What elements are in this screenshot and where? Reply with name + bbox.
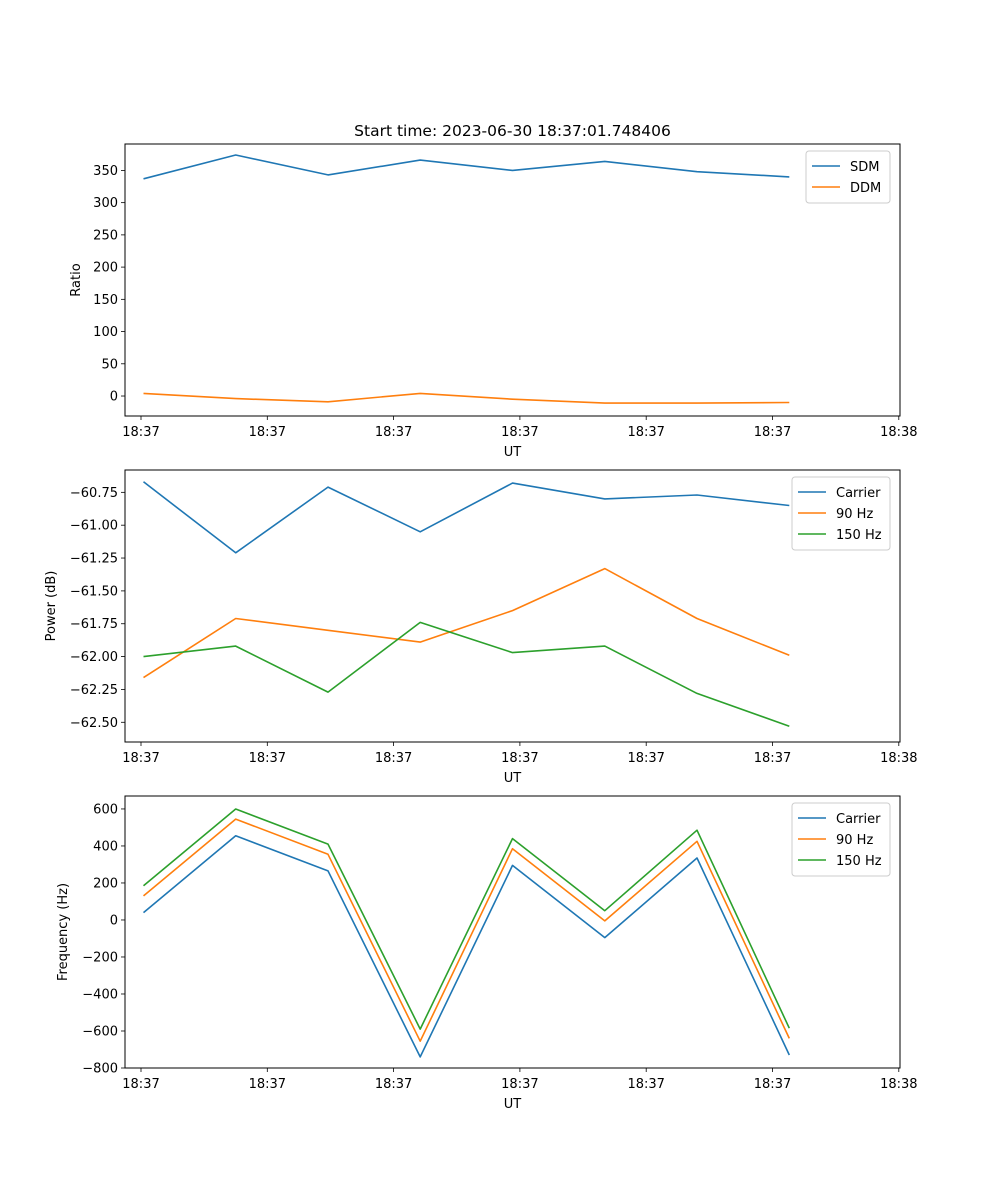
power-y-tick-label: −62.00 (70, 650, 118, 665)
panel-ratio: Start time: 2023-06-30 18:37:01.748406 1… (69, 122, 918, 460)
ratio-y-axis-label: Ratio (69, 263, 84, 296)
frequency-series-line-150-hz (142, 808, 791, 1030)
frequency-x-tick-label: 18:37 (249, 1077, 286, 1092)
frequency-x-tick-label: 18:37 (627, 1077, 664, 1092)
frequency-y-tick-label: −200 (82, 950, 118, 965)
frequency-series-line-90-hz (142, 818, 791, 1042)
power-y-tick-label: −62.25 (70, 683, 118, 698)
ratio-x-tick-label: 18:37 (122, 425, 159, 440)
frequency-x-axis-label: UT (504, 1097, 522, 1112)
power-x-tick-label: 18:37 (122, 751, 159, 766)
ratio-y-tick-label: 50 (101, 357, 118, 372)
ratio-plot-area: 18:37 18:37 18:37 18:37 18:37 18:37 18:38 0 50 10… (93, 150, 918, 440)
ratio-y-tick-label: 0 (110, 390, 118, 405)
power-plot-area: 18:37 18:37 18:37 18:37 18:37 18:37 18:38 −62.5… (70, 476, 918, 766)
power-series-line-150-hz (143, 621, 790, 727)
ratio-y-tick-label: 250 (93, 228, 118, 243)
ratio-y-tick-label: 200 (93, 261, 118, 276)
ratio-x-tick-label: 18:37 (627, 425, 664, 440)
ratio-legend-label: DDM (850, 181, 881, 196)
frequency-y-tick-label: 600 (93, 802, 118, 817)
ratio-axes-frame (124, 143, 901, 417)
power-legend-label: 150 Hz (836, 528, 882, 543)
frequency-y-tick-label: 400 (93, 839, 118, 854)
frequency-y-tick-label: 0 (110, 913, 118, 928)
power-legend-label: Carrier (836, 486, 881, 501)
frequency-legend-label: 150 Hz (836, 854, 882, 869)
frequency-legend (791, 802, 891, 877)
ratio-legend-label: SDM (850, 160, 879, 175)
frequency-y-axis-label: Frequency (Hz) (56, 883, 71, 981)
frequency-axes-frame (124, 795, 901, 1069)
power-x-tick-label: 18:37 (627, 751, 664, 766)
ratio-legend (805, 150, 891, 204)
frequency-legend-label: 90 Hz (836, 833, 873, 848)
power-x-tick-label: 18:37 (375, 751, 412, 766)
ratio-y-tick-label: 100 (93, 325, 118, 340)
power-y-tick-label: −61.00 (70, 519, 118, 534)
ratio-x-tick-label: 18:37 (501, 425, 538, 440)
ratio-x-tick-label: 18:37 (249, 425, 286, 440)
ratio-x-tick-label: 18:37 (375, 425, 412, 440)
power-x-tick-label: 18:37 (501, 751, 538, 766)
ratio-x-axis-label: UT (504, 445, 522, 460)
ratio-series-line-sdm (143, 154, 790, 180)
frequency-plot-area: 18:37 18:37 18:37 18:37 18:37 18:37 18:38 −800 −… (82, 802, 917, 1092)
power-series-line-carrier (143, 481, 790, 554)
frequency-legend-label: Carrier (836, 812, 881, 827)
ratio-y-tick-label: 300 (93, 196, 118, 211)
ratio-x-tick-label: 18:37 (754, 425, 791, 440)
ratio-series-line-ddm (143, 392, 790, 404)
panel-power: 18:37 18:37 18:37 18:37 18:37 18:37 18:38 −62.5… (44, 469, 918, 786)
power-legend-label: 90 Hz (836, 507, 873, 522)
power-legend (791, 476, 891, 551)
frequency-x-tick-label: 18:38 (880, 1077, 917, 1092)
frequency-y-tick-label: −800 (82, 1062, 118, 1077)
power-y-tick-label: −60.75 (70, 486, 118, 501)
frequency-x-tick-label: 18:37 (754, 1077, 791, 1092)
power-y-tick-label: −61.25 (70, 552, 118, 567)
frequency-x-tick-label: 18:37 (501, 1077, 538, 1092)
figure-title: Start time: 2023-06-30 18:37:01.748406 (354, 122, 671, 140)
power-y-tick-label: −61.75 (70, 617, 118, 632)
frequency-y-tick-label: −600 (82, 1024, 118, 1039)
power-axes-frame (124, 469, 901, 743)
power-x-tick-label: 18:37 (249, 751, 286, 766)
power-x-tick-label: 18:37 (754, 751, 791, 766)
frequency-x-tick-label: 18:37 (375, 1077, 412, 1092)
power-series-line-90-hz (143, 567, 790, 679)
frequency-y-tick-label: 200 (93, 876, 118, 891)
power-x-axis-label: UT (504, 771, 522, 786)
power-y-axis-label: Power (dB) (44, 571, 59, 642)
ratio-x-tick-label: 18:38 (880, 425, 917, 440)
panel-frequency: 18:37 18:37 18:37 18:37 18:37 18:37 18:38 −800 −… (56, 795, 918, 1112)
power-y-tick-label: −62.50 (70, 716, 118, 731)
ratio-y-tick-label: 150 (93, 293, 118, 308)
power-x-tick-label: 18:38 (880, 751, 917, 766)
frequency-y-tick-label: −400 (82, 987, 118, 1002)
frequency-x-tick-label: 18:37 (122, 1077, 159, 1092)
frequency-series-line-carrier (142, 834, 791, 1058)
ratio-y-tick-label: 350 (93, 164, 118, 179)
power-y-tick-label: −61.50 (70, 584, 118, 599)
